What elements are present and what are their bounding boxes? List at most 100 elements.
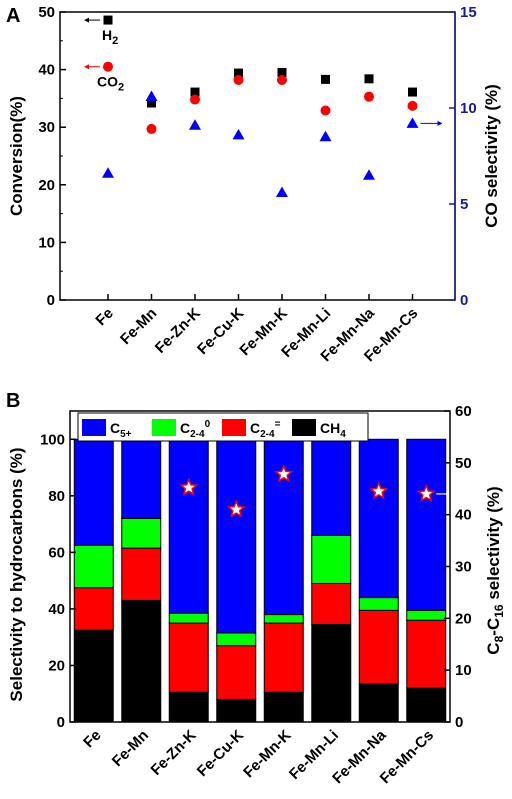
panel-a-ytick-label: 0 (47, 292, 55, 309)
legend-label: C2-40 (180, 419, 211, 440)
point-co-selectivity (145, 90, 158, 101)
bar-segment-ch4 (406, 687, 447, 723)
point-co2 (233, 74, 244, 85)
panel-b-xtick-label: Fe-Zn-K (147, 727, 199, 779)
bar-segment-c5plus (216, 438, 257, 634)
point-h2 (277, 67, 287, 77)
panel-b-ytick-label: 80 (48, 488, 65, 505)
bar-segment-ch4 (73, 629, 114, 723)
panel-b-y2tick-label: 60 (455, 403, 472, 420)
panel-b-ytick-label: 40 (48, 601, 65, 618)
bar-segment-c24-paraffin (263, 614, 304, 624)
legend-swatch (222, 419, 246, 436)
panel-b-ytick-label: 20 (48, 657, 65, 674)
point-co2 (103, 61, 113, 72)
star-c8-c16 (369, 481, 389, 500)
point-h2 (190, 87, 200, 97)
point-h2 (321, 74, 330, 84)
panel-b-xtick-label: Fe-Mn (109, 727, 152, 770)
star-c8-c16 (226, 499, 246, 518)
bar-segment-c5plus (406, 438, 447, 611)
star-c8-c16 (416, 483, 436, 502)
point-co-selectivity (189, 119, 201, 130)
point-co-selectivity (102, 167, 114, 178)
panel-b-ytick-label: 100 (40, 431, 65, 448)
legend-label: CH4 (320, 420, 346, 440)
star-c8-c16 (179, 477, 199, 496)
bar-segment-c24-olefin (358, 609, 399, 685)
panel-b-y2tick-label: 30 (455, 559, 472, 576)
bar-segment-c24-olefin (73, 587, 114, 631)
panel-b-label: B (6, 390, 20, 412)
point-co2 (190, 94, 200, 105)
panel-b-ytick-label: 0 (57, 714, 65, 731)
panel-a-ytick-label: 50 (38, 4, 55, 21)
point-co-selectivity (232, 128, 245, 140)
point-co2 (407, 100, 418, 111)
point-co-selectivity (363, 169, 375, 180)
point-co2 (146, 123, 157, 134)
bar-segment-c24-olefin (311, 582, 352, 625)
bar-segment-ch4 (216, 698, 257, 723)
panel-a-ylabel: Conversion(%) (7, 96, 26, 216)
point-h2 (103, 15, 113, 25)
legend-swatch (152, 419, 176, 436)
panel-a-frame (59, 11, 456, 301)
point-h2 (364, 74, 374, 84)
panel-b-ylabel: Selectivity to hydrocarbons (%) (7, 447, 26, 701)
panel-b-y2tick-label: 20 (455, 610, 472, 627)
bar-segment-c5plus (121, 438, 162, 519)
bar-segment-c24-paraffin (406, 609, 447, 621)
point-co-selectivity (276, 186, 288, 197)
panel-a-ytick-label: 30 (38, 119, 55, 136)
panel-a-ytick-label: 40 (38, 62, 55, 79)
c8-arrow-head (446, 491, 452, 497)
bar-segment-ch4 (121, 599, 162, 723)
co2-label: CO2 (97, 74, 124, 94)
bar-segment-c24-paraffin (216, 632, 257, 647)
panel-a-ytick-label: 20 (38, 177, 55, 194)
legend-label: C2-4= (250, 419, 281, 440)
panel-b-y2tick-label: 50 (455, 455, 472, 472)
bar-segment-ch4 (311, 623, 352, 723)
bar-segment-c24-paraffin (168, 612, 209, 624)
bar-segment-c24-olefin (168, 622, 209, 693)
bar-segment-c24-paraffin (358, 597, 399, 611)
panel-b-y2label: C8-C16 selectivity (%) (484, 486, 506, 654)
panel-b-y2tick-label: 40 (455, 507, 472, 524)
co2-arrow-head (84, 64, 89, 70)
point-co2 (364, 91, 374, 102)
point-h2 (408, 87, 417, 97)
panel-a-y2tick-label: 0 (460, 292, 468, 309)
bar-segment-c5plus (168, 438, 209, 614)
point-co2 (320, 105, 331, 116)
panel-b-y2tick-label: 0 (455, 714, 463, 731)
panel-a-label: A (6, 5, 20, 27)
bar-segment-ch4 (263, 691, 304, 723)
point-co-selectivity (319, 130, 332, 142)
bar-segment-c5plus (358, 438, 399, 599)
bar-segment-c5plus (311, 438, 352, 536)
point-h2 (147, 98, 156, 108)
panel-a-y2tick-label: 15 (460, 4, 477, 21)
panel-a-y2tick-label: 10 (460, 100, 477, 117)
h2-label: H2 (102, 27, 118, 47)
bar-segment-c24-paraffin (73, 544, 114, 589)
bar-segment-ch4 (168, 691, 209, 723)
point-co2 (277, 74, 287, 85)
point-co-selectivity (406, 117, 419, 128)
legend-label: C5+ (110, 420, 132, 440)
panel-a-y2label: CO selectivity (%) (482, 84, 501, 228)
bar-segment-c24-paraffin (121, 517, 162, 549)
point-h2 (234, 68, 243, 78)
panel-b-legend: C5+ C2-40 C2-4= CH4 (77, 412, 369, 442)
bar-segment-c5plus (73, 438, 114, 546)
bar-segment-c24-paraffin (311, 534, 352, 584)
panel-b-xtick-label: Fe-Cu-K (194, 727, 247, 780)
panel-b-y2tick-label: 10 (455, 662, 472, 679)
bar-segment-c24-olefin (263, 622, 304, 693)
bar-segment-c24-olefin (216, 645, 257, 700)
h2-arrow-head (84, 17, 89, 23)
star-c8-c16 (274, 464, 294, 483)
